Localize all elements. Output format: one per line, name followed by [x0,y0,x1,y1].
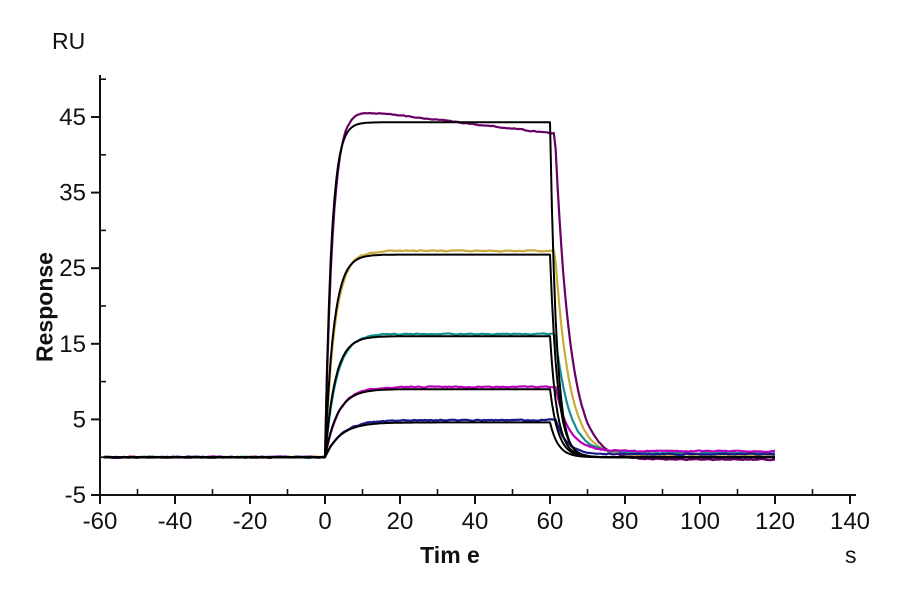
y-tick-label: 45 [59,104,86,131]
fit-curve-5 [103,421,775,459]
x-tick-label: -60 [83,508,118,535]
y-tick-label: 25 [59,255,86,282]
x-axis-title: Tim e [420,542,480,568]
x-tick-label: 100 [680,508,720,535]
y-tick-label: -5 [65,482,86,509]
y-axis-unit-label: RU [52,28,86,54]
x-tick-label: 0 [318,508,331,535]
fit-curve-3 [103,335,775,459]
x-axis-unit-label: s [845,542,857,568]
data-curve-1 [103,111,775,462]
y-tick-label: 35 [59,180,86,207]
x-tick-label: 120 [755,508,795,535]
y-tick-label: 15 [59,331,86,358]
fit-curve-2 [103,253,775,459]
y-tick-label: 5 [73,406,86,433]
data-curve-3 [103,332,776,460]
x-tick-label: 80 [612,508,639,535]
x-tick-label: -20 [233,508,268,535]
x-tick-label: 60 [537,508,564,535]
fit-curve-1 [103,121,775,459]
data-curve-2 [103,249,776,459]
x-tick-label: 20 [387,508,414,535]
x-tick-label: 140 [830,508,870,535]
x-tick-label: 40 [462,508,489,535]
x-tick-label: -40 [158,508,193,535]
